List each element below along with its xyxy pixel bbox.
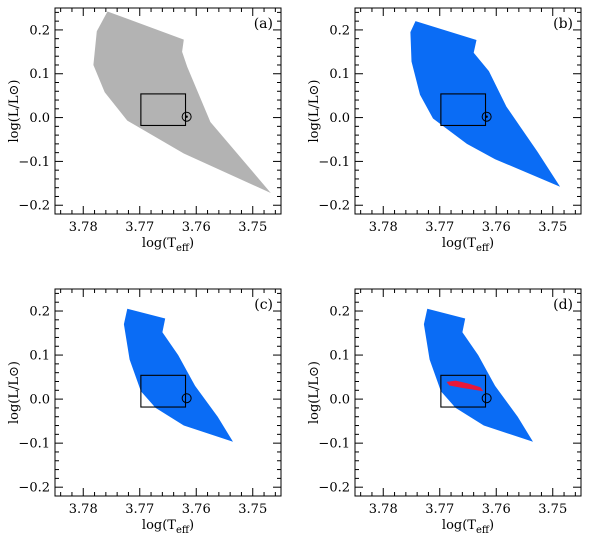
y-tick-label: 0.0 [329, 393, 350, 408]
inner-region [446, 380, 484, 392]
error-box [140, 374, 187, 408]
x-tick-label: 3.76 [482, 220, 511, 235]
error-box [440, 374, 487, 408]
x-tick-label: 3.75 [238, 220, 267, 235]
y-tick-label: 0.2 [329, 305, 350, 320]
plot-frame [54, 7, 282, 215]
y-tick-label: 0.2 [29, 305, 50, 320]
sun-symbol [181, 393, 192, 404]
y-tick-label: 0.1 [29, 349, 50, 364]
y-tick-label: 0.0 [329, 111, 350, 126]
y-tick-label: 0.1 [329, 349, 350, 364]
x-tick-label: 3.75 [238, 502, 267, 517]
y-tick-label: −0.1 [18, 155, 50, 170]
y-tick-label: −0.2 [318, 481, 350, 496]
panel-label: (a) [254, 16, 273, 32]
y-axis-title: log(L/L⊙) [7, 80, 22, 143]
plot-frame [354, 288, 582, 497]
y-tick-label: −0.1 [18, 437, 50, 452]
sun-symbol [481, 393, 492, 404]
y-tick-label: 0.0 [29, 393, 50, 408]
x-tick-label: 3.78 [369, 502, 398, 517]
y-axis-title: log(L/L⊙) [307, 80, 322, 143]
error-box [440, 93, 487, 127]
x-axis-title: log(Teff) [142, 518, 194, 536]
x-tick-label: 3.77 [425, 220, 454, 235]
x-tick-label: 3.78 [69, 502, 98, 517]
x-axis-title: log(Teff) [442, 236, 494, 254]
x-tick-label: 3.77 [125, 220, 154, 235]
sun-symbol-dot [185, 115, 188, 118]
y-tick-label: 0.2 [329, 23, 350, 38]
x-tick-label: 3.75 [538, 220, 567, 235]
x-tick-label: 3.78 [369, 220, 398, 235]
sun-symbol [481, 111, 492, 122]
y-tick-label: −0.2 [18, 199, 50, 214]
y-tick-label: −0.1 [318, 437, 350, 452]
y-tick-label: 0.1 [29, 67, 50, 82]
y-tick-label: 0.2 [29, 23, 50, 38]
sun-symbol-dot [485, 115, 488, 118]
plot-frame [354, 7, 582, 215]
plot-frame [54, 288, 282, 497]
y-tick-label: 0.1 [329, 67, 350, 82]
panel-label: (d) [553, 297, 573, 313]
y-tick-label: −0.1 [318, 155, 350, 170]
y-tick-label: −0.2 [318, 199, 350, 214]
panel-label: (c) [254, 297, 273, 313]
x-tick-label: 3.76 [182, 502, 211, 517]
x-tick-label: 3.78 [69, 220, 98, 235]
x-tick-label: 3.76 [182, 220, 211, 235]
x-tick-label: 3.76 [482, 502, 511, 517]
x-tick-label: 3.77 [125, 502, 154, 517]
y-axis-title: log(L/L⊙) [7, 361, 22, 424]
parameter-region [93, 11, 271, 193]
error-box [140, 93, 187, 127]
y-axis-title: log(L/L⊙) [307, 361, 322, 424]
panel-b: 3.78 3.77 3.76 3.75 0.2 0.1 0.0 −0.1 −0.2 log(Tef… [307, 7, 582, 254]
x-axis-title: log(Teff) [142, 236, 194, 254]
sun-symbol [181, 111, 192, 122]
panel-label: (b) [553, 16, 573, 32]
panel-d: 3.78 3.77 3.76 3.75 0.2 0.1 0.0 −0.1 −0.2 log(Tef… [307, 288, 582, 536]
x-axis-title: log(Teff) [442, 518, 494, 536]
x-tick-label: 3.75 [538, 502, 567, 517]
panel-c: 3.78 3.77 3.76 3.75 0.2 0.1 0.0 −0.1 −0.2 log(Tef… [7, 288, 282, 536]
y-tick-label: −0.2 [18, 481, 50, 496]
y-tick-label: 0.0 [29, 111, 50, 126]
panel-a: 3.78 3.77 3.76 3.75 0.2 0.1 0.0 −0.1 −0.2 log(Tef… [7, 7, 282, 254]
x-tick-label: 3.77 [425, 502, 454, 517]
